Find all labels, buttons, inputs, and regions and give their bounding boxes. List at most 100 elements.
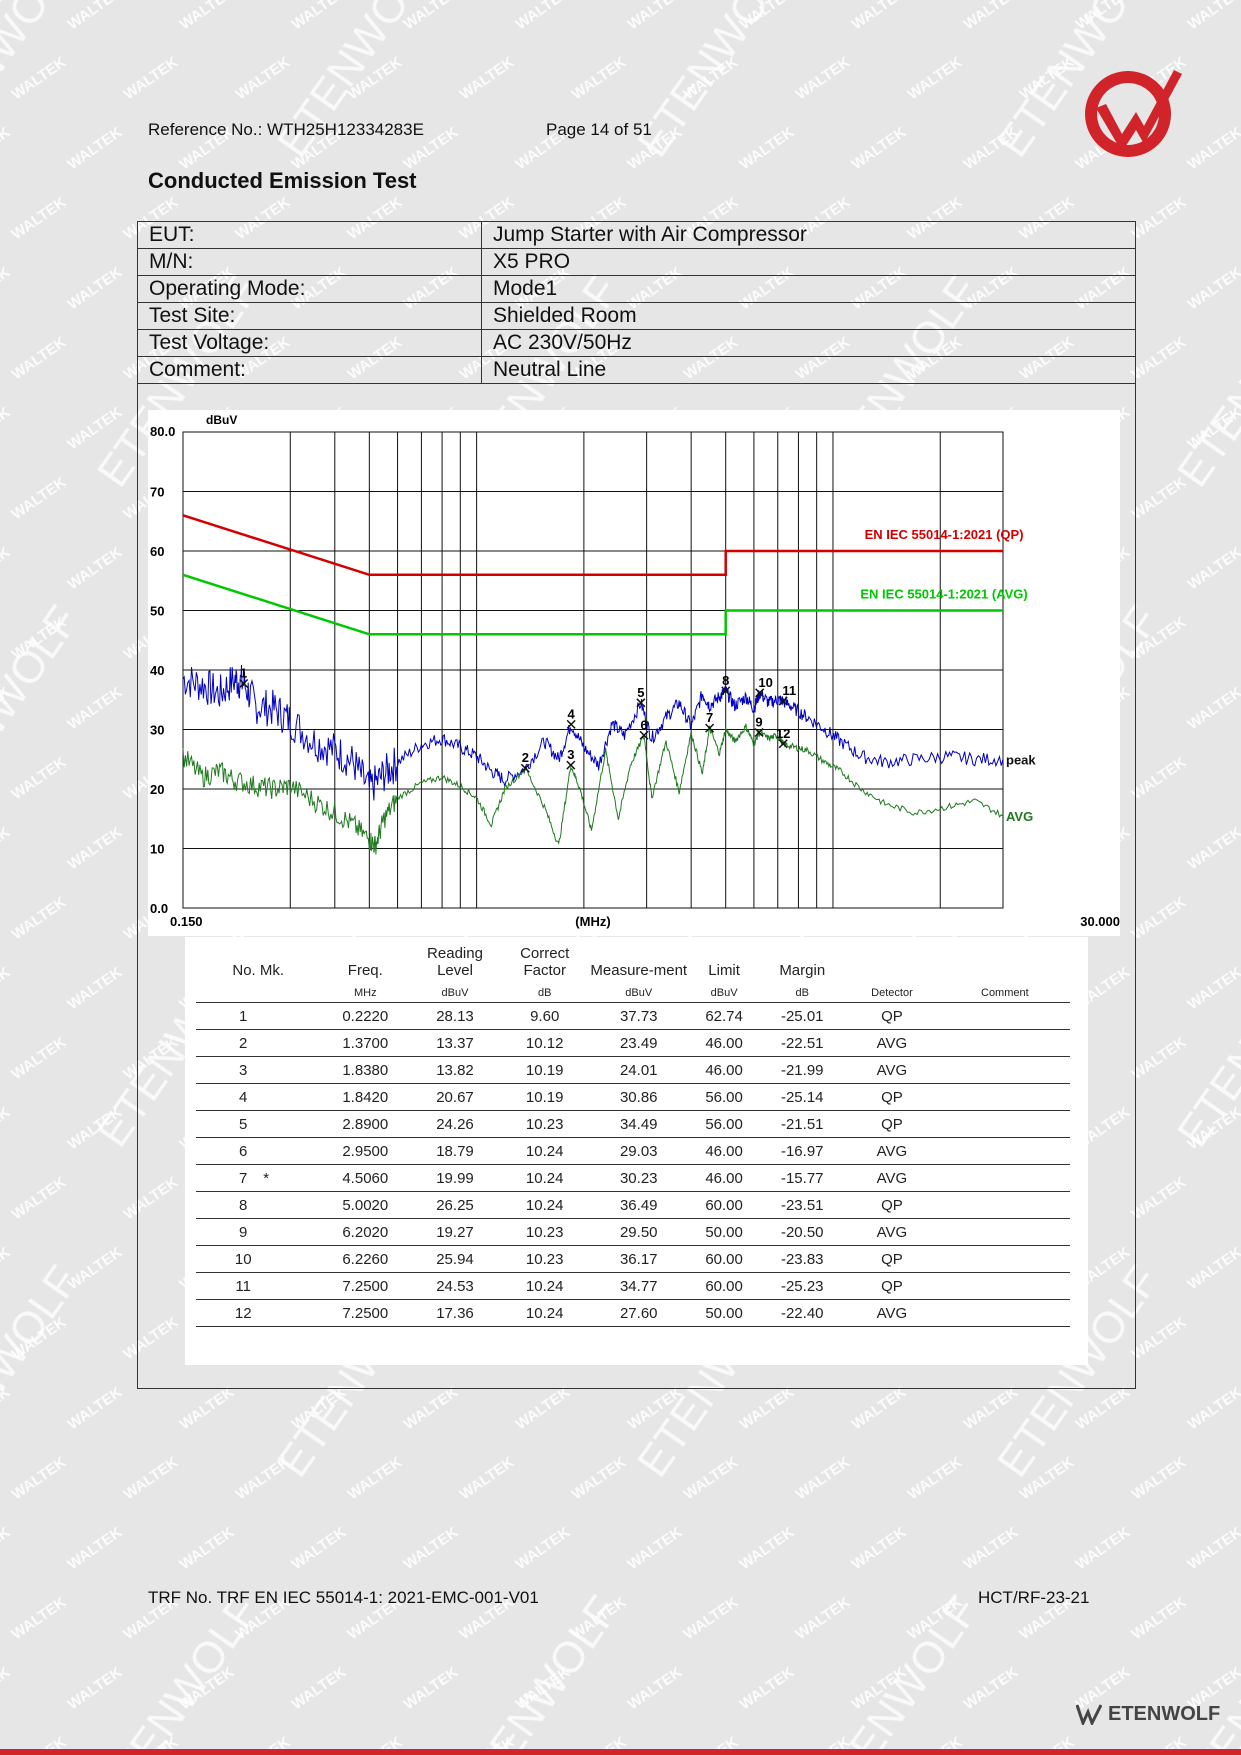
- column-header: Measure-ment: [590, 962, 688, 979]
- marker-label: 2: [522, 750, 529, 765]
- unit-cell: dBuV: [687, 985, 761, 1003]
- x-tick-label: 0.150: [170, 914, 203, 929]
- watermark-text: WALTEK: [625, 1384, 686, 1434]
- column-header: [844, 943, 940, 985]
- wolf-logo-icon: [1076, 1704, 1102, 1725]
- marker-cross: [705, 723, 715, 733]
- watermark-text: WALTEK: [0, 404, 13, 454]
- watermark-text: WALTEK: [9, 1454, 70, 1504]
- table-cell: 46.00: [687, 1137, 761, 1165]
- watermark-text: WALTEK: [65, 1664, 126, 1714]
- x-tick-label: 30.000: [1080, 914, 1120, 929]
- watermark-text: WALTEK: [1073, 1384, 1134, 1434]
- table-cell: 1.8420: [320, 1083, 411, 1111]
- marker-cross: [639, 730, 649, 740]
- info-label: M/N:: [137, 248, 482, 276]
- marker-cross: [239, 678, 249, 689]
- table-cell: AVG: [844, 1299, 940, 1327]
- info-label: Test Voltage:: [137, 329, 482, 357]
- watermark-text: WALTEK: [905, 54, 966, 104]
- watermark-text: WALTEK: [9, 754, 70, 804]
- watermark-text: WALTEK: [9, 194, 70, 244]
- unit-cell: [196, 985, 321, 1003]
- comment-cell: [939, 1299, 1070, 1327]
- watermark-text: WALTEK: [1185, 684, 1241, 734]
- watermark-text: WALTEK: [1185, 544, 1241, 594]
- table-row: 5 2.8900 24.26 10.23 34.49 56.00 -21.51 QP: [196, 1110, 1070, 1138]
- table-cell: 56.00: [687, 1110, 761, 1138]
- no-mk-cell: 10: [196, 1245, 321, 1273]
- marker-cross: [778, 696, 788, 706]
- no-mk-cell: 7 *: [196, 1164, 321, 1192]
- watermark-text: WALTEK: [681, 1454, 742, 1504]
- table-cell: 17.36: [410, 1299, 500, 1327]
- table-cell: 56.00: [687, 1083, 761, 1111]
- table-cell: -16.97: [760, 1137, 845, 1165]
- info-row: Test Site: Shielded Room: [137, 302, 1136, 330]
- table-cell: 29.50: [589, 1218, 688, 1246]
- watermark-text: WALTEK: [1129, 754, 1190, 804]
- test-info-table: EUT: Jump Starter with Air Compressor M/N:…: [137, 221, 1136, 384]
- table-row: 3 1.8380 13.82 10.19 24.01 46.00 -21.99 AVG: [196, 1056, 1070, 1084]
- table-cell: 0.2220: [320, 1002, 411, 1030]
- table-cell: 25.94: [410, 1245, 500, 1273]
- table-cell: 46.00: [687, 1029, 761, 1057]
- watermark-text: WALTEK: [65, 1244, 126, 1294]
- y-tick-label: 70: [150, 485, 164, 500]
- table-cell: 10.23: [499, 1245, 590, 1273]
- watermark-text: WALTEK: [737, 1384, 798, 1434]
- table-cell: 10.24: [499, 1272, 590, 1300]
- watermark-text: WALTEK: [1185, 1384, 1241, 1434]
- watermark-text: WALTEK: [849, 1524, 910, 1574]
- row-number: 12: [234, 1304, 252, 1322]
- table-cell: 10.24: [499, 1164, 590, 1192]
- watermark-text: WALTEK: [457, 1454, 518, 1504]
- watermark-text: WALTEK: [0, 964, 13, 1014]
- column-header: [940, 943, 1070, 985]
- watermark-text: WALTEK: [9, 1594, 70, 1644]
- watermark-text: WALTEK: [121, 54, 182, 104]
- y-tick-label: 20: [150, 782, 164, 797]
- company-logo-icon: [1085, 70, 1182, 157]
- marker-cross: [520, 763, 530, 773]
- watermark-text: WALTEK: [177, 1664, 238, 1714]
- watermark-text: WALTEK: [1129, 474, 1190, 524]
- no-mk-cell: 12: [196, 1299, 321, 1327]
- series-label: peak: [1006, 752, 1036, 767]
- watermark-text: WALTEK: [0, 1244, 13, 1294]
- table-cell: 10.23: [499, 1110, 590, 1138]
- watermark-text: WALTEK: [1073, 1524, 1134, 1574]
- y-tick-label: 60: [150, 544, 164, 559]
- table-cell: 60.00: [687, 1191, 761, 1219]
- watermark-text: WALTEK: [289, 0, 350, 33]
- table-cell: AVG: [844, 1029, 940, 1057]
- watermark-text: WALTEK: [65, 544, 126, 594]
- info-label: Operating Mode:: [137, 275, 482, 303]
- watermark-text: WALTEK: [1185, 964, 1241, 1014]
- table-cell: 10.19: [499, 1056, 590, 1084]
- watermark-text: WALTEK: [1017, 1454, 1078, 1504]
- x-axis-label: (MHz): [575, 914, 610, 929]
- watermark-text: WALTEK: [513, 0, 574, 33]
- series-label: AVG: [1006, 809, 1033, 824]
- avg-limit-line: [182, 573, 1003, 636]
- watermark-text: WALTEK: [961, 1524, 1022, 1574]
- watermark-text: WALTEK: [0, 1104, 13, 1154]
- watermark-text: WALTEK: [849, 0, 910, 33]
- watermark-text: WALTEK: [1185, 1104, 1241, 1154]
- watermark-text: WALTEK: [9, 334, 70, 384]
- watermark-text: WALTEK: [65, 684, 126, 734]
- watermark-text: WALTEK: [1129, 1594, 1190, 1644]
- table-cell: 1.3700: [320, 1029, 411, 1057]
- table-cell: 19.99: [410, 1164, 500, 1192]
- info-value: Neutral Line: [481, 356, 1136, 384]
- watermark-text: ETENWOLF: [628, 0, 808, 166]
- watermark-text: WALTEK: [401, 1664, 462, 1714]
- watermark-text: WALTEK: [1129, 894, 1190, 944]
- watermark-text: WALTEK: [681, 1594, 742, 1644]
- peak-trace: [182, 664, 1004, 801]
- footer-red-bar: [0, 1749, 1241, 1755]
- watermark-text: WALTEK: [0, 0, 13, 33]
- marker-cross: [566, 719, 576, 729]
- info-value: X5 PRO: [481, 248, 1136, 276]
